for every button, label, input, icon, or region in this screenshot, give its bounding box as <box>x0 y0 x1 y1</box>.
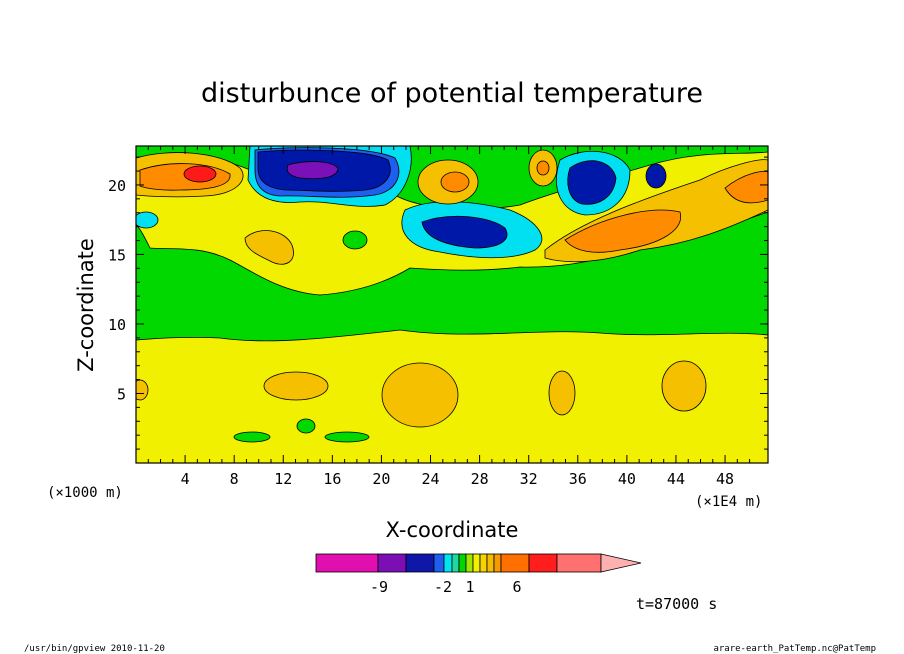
chart-title: disturbunce of potential temperature <box>201 78 703 109</box>
colorbar-segment <box>472 553 481 573</box>
x-unit-right: (×1E4 m) <box>695 494 762 510</box>
colorbar-segment <box>458 553 467 573</box>
colorbar-segment <box>315 553 379 573</box>
colorbar-segment <box>443 553 453 573</box>
y-tick-label: 20 <box>108 177 126 195</box>
colorbar-segment <box>479 553 488 573</box>
colorbar-segment <box>433 553 445 573</box>
colorbar-labels: -9 -2 1 6 <box>370 578 522 596</box>
y-tick-label: 10 <box>108 316 126 334</box>
colorbar-segment <box>556 553 602 573</box>
footer-right: arare-earth_PatTemp.nc@PatTemp <box>713 644 876 654</box>
time-annotation: t=87000 s <box>636 595 717 613</box>
x-tick-label: 12 <box>274 470 292 488</box>
x-tick-label: 44 <box>667 470 685 488</box>
x-axis-label: X-coordinate <box>386 518 519 542</box>
x-tick-label: 4 <box>181 470 190 488</box>
x-unit-left: (×1000 m) <box>47 485 123 501</box>
x-axis: 4 8 12 16 20 24 28 32 36 40 44 48 <box>147 146 751 488</box>
y-axis-label: Z-coordinate <box>74 238 98 372</box>
x-tick-label: 48 <box>716 470 734 488</box>
x-tick-label: 8 <box>230 470 239 488</box>
x-tick-label: 36 <box>569 470 587 488</box>
y-tick-label: 15 <box>108 246 126 264</box>
colorbar-tick-label: -9 <box>370 578 388 596</box>
colorbar-segment <box>528 553 558 573</box>
colorbar-tick-label: 6 <box>512 578 521 596</box>
colorbar-arrow <box>600 553 642 573</box>
colorbar-segment <box>493 553 502 573</box>
x-tick-label: 20 <box>372 470 390 488</box>
colorbar-segment <box>486 553 495 573</box>
x-tick-label: 24 <box>421 470 439 488</box>
colorbar <box>315 553 642 573</box>
y-tick-label: 5 <box>117 385 126 403</box>
x-tick-label: 28 <box>471 470 489 488</box>
plot-frame <box>135 145 769 464</box>
colorbar-tick-label: 1 <box>465 578 474 596</box>
colorbar-segment <box>405 553 435 573</box>
footer-left: /usr/bin/gpview 2010-11-20 <box>24 644 165 654</box>
colorbar-segment <box>451 553 460 573</box>
y-axis: 5 10 15 20 <box>108 156 768 450</box>
contour-field <box>136 146 768 463</box>
colorbar-segment <box>500 553 530 573</box>
colorbar-segment <box>465 553 474 573</box>
x-tick-label: 40 <box>618 470 636 488</box>
colorbar-segment <box>377 553 407 573</box>
x-tick-label: 32 <box>520 470 538 488</box>
colorbar-tick-label: -2 <box>434 578 452 596</box>
x-tick-label: 16 <box>323 470 341 488</box>
